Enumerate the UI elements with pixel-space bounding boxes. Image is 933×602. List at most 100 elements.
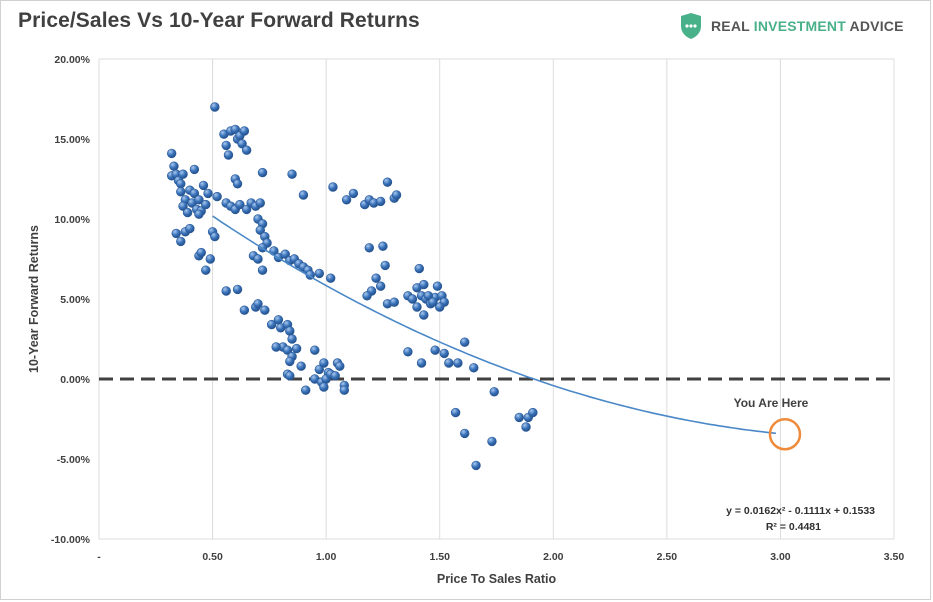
data-point: [330, 371, 340, 381]
data-point: [428, 297, 438, 307]
x-tick-label: 3.00: [770, 551, 791, 563]
data-point: [205, 254, 216, 264]
data-point: [335, 361, 345, 371]
data-point: [253, 254, 263, 264]
data-point: [291, 343, 302, 354]
chart-title: Price/Sales Vs 10-Year Forward Returns: [18, 9, 420, 32]
data-point: [423, 291, 434, 301]
data-point: [371, 273, 381, 283]
data-point: [210, 102, 220, 112]
data-point: [176, 236, 186, 247]
data-point: [198, 180, 209, 191]
data-point: [239, 305, 250, 315]
y-tick-label: 0.00%: [60, 374, 90, 386]
x-tick-label: 2.50: [657, 551, 678, 563]
data-point: [389, 297, 399, 307]
data-point: [223, 150, 234, 160]
y-tick-label: 5.00%: [60, 294, 90, 306]
data-point: [285, 371, 295, 381]
data-point: [432, 281, 443, 291]
data-point: [178, 201, 188, 211]
data-point: [489, 387, 499, 397]
data-point: [239, 126, 250, 136]
data-point: [298, 190, 309, 200]
data-point: [221, 286, 231, 296]
data-point: [255, 198, 265, 208]
data-point: [487, 436, 497, 447]
you-are-here-circle: [768, 417, 802, 451]
brand-name-part1: REAL: [711, 18, 754, 34]
data-point: [430, 345, 440, 355]
y-tick-label: -5.00%: [57, 454, 91, 466]
data-point: [176, 179, 186, 189]
data-point: [325, 273, 336, 283]
data-point: [450, 407, 461, 418]
data-point: [232, 179, 243, 189]
data-point: [382, 177, 393, 187]
data-point: [471, 460, 481, 471]
brand-name-accent: INVESTMENT: [753, 18, 846, 34]
data-point: [528, 407, 538, 418]
data-points: [166, 102, 538, 471]
data-point: [210, 231, 220, 242]
data-point: [380, 260, 390, 271]
data-point: [419, 310, 429, 320]
data-point: [391, 190, 402, 200]
data-point: [169, 161, 179, 171]
data-point: [453, 358, 463, 368]
data-point: [287, 169, 297, 179]
data-point: [314, 364, 325, 375]
data-point: [310, 345, 320, 355]
brand-name: REAL INVESTMENT ADVICE: [711, 18, 904, 34]
data-point: [375, 281, 386, 291]
trendline: [212, 215, 776, 435]
data-point: [514, 412, 524, 423]
data-point: [260, 305, 270, 315]
data-point: [178, 169, 188, 179]
data-point: [328, 182, 338, 192]
data-point: [416, 358, 427, 368]
brand-logo: REAL INVESTMENT ADVICE: [679, 12, 904, 40]
data-point: [362, 291, 372, 301]
data-point: [287, 334, 297, 344]
x-axis-ticks: - 0.50 1.00 1.50 2.00 2.50 3.00 3.50: [97, 551, 904, 563]
x-tick-label: 3.50: [884, 551, 905, 563]
data-point: [171, 228, 181, 239]
data-point: [412, 302, 422, 312]
data-point: [285, 356, 295, 367]
data-point: [319, 358, 329, 368]
data-point: [460, 337, 470, 347]
data-point: [232, 284, 243, 295]
data-point: [237, 139, 247, 149]
data-point: [444, 358, 454, 368]
data-point: [257, 265, 268, 275]
data-point: [521, 422, 531, 432]
data-point: [194, 209, 204, 219]
trendline-equation: y = 0.0162x² - 0.1111x + 0.1533: [726, 505, 875, 517]
data-point: [282, 345, 293, 355]
data-point: [189, 188, 200, 199]
data-point: [241, 204, 252, 215]
data-point: [339, 385, 350, 395]
data-point: [460, 428, 470, 439]
y-tick-label: 10.00%: [54, 214, 90, 226]
data-point: [212, 191, 222, 202]
data-point: [189, 164, 200, 175]
x-tick-label: 2.00: [543, 551, 564, 563]
data-point: [375, 196, 386, 207]
data-point: [285, 326, 295, 336]
data-point: [194, 195, 204, 205]
data-point: [407, 294, 418, 304]
data-point: [319, 382, 329, 392]
data-point: [280, 249, 290, 259]
x-tick-label: 1.50: [429, 551, 450, 563]
data-point: [201, 265, 211, 275]
x-tick-label: 1.00: [316, 551, 337, 563]
data-point: [341, 195, 352, 205]
data-point: [257, 167, 268, 178]
data-point: [364, 243, 374, 253]
x-tick-label: -: [97, 551, 101, 563]
y-axis-ticks: -10.00% -5.00% 0.00% 5.00% 10.00% 15.00% 20.00…: [51, 54, 91, 546]
